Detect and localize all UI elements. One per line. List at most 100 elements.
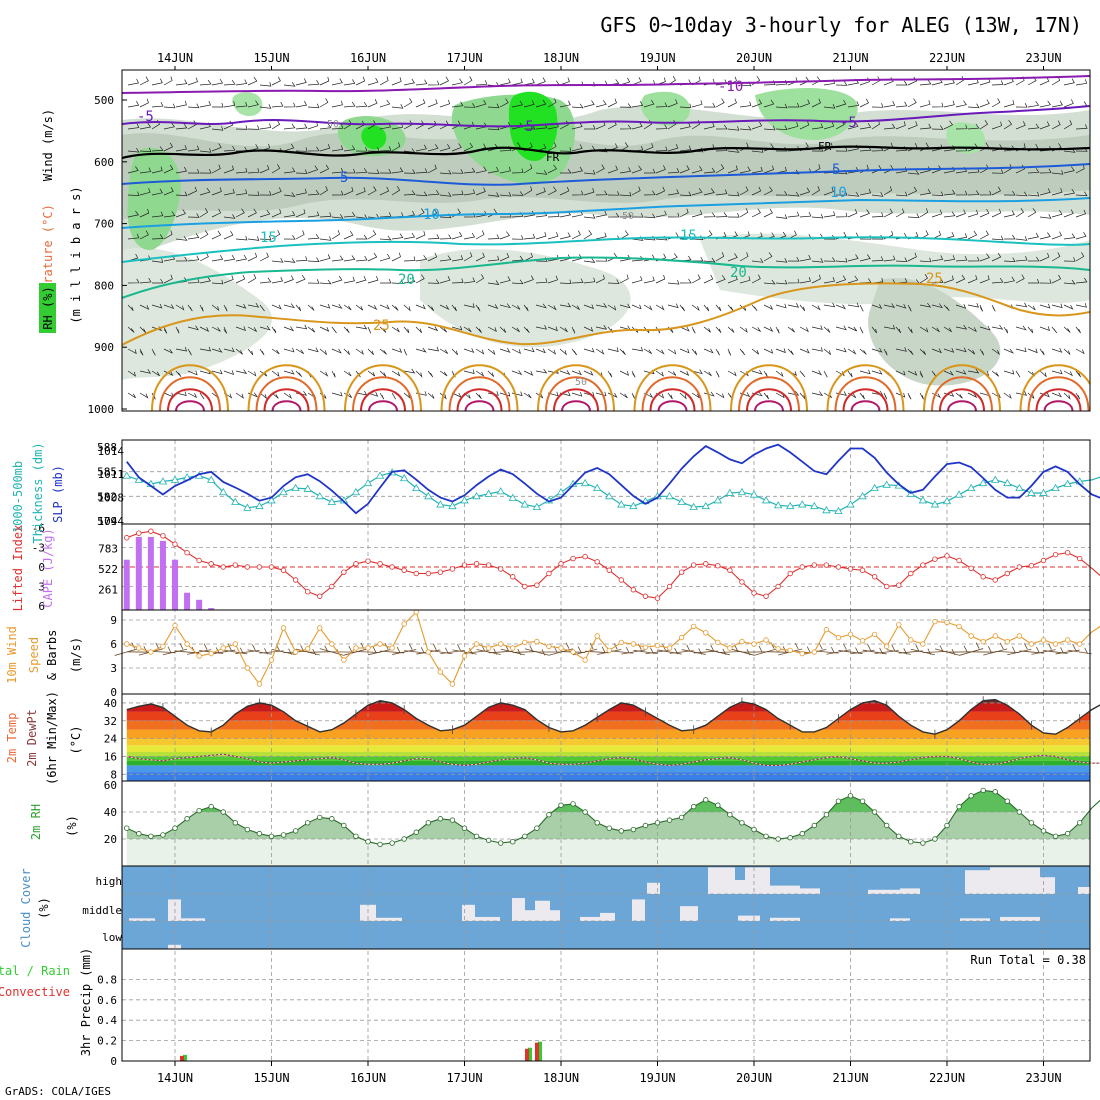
wind-speed-point xyxy=(473,641,480,647)
ua-wind-barb xyxy=(271,101,284,108)
ua-wind-barb xyxy=(595,100,607,108)
ua-wind-barb xyxy=(835,304,846,310)
ua-wind-barb xyxy=(319,279,332,285)
ua-wind-barb xyxy=(187,120,197,130)
warm-isotherm-bubble xyxy=(746,388,792,411)
ua-wind-barb xyxy=(223,214,236,219)
ua-wind-barb xyxy=(427,392,435,399)
cloud-block xyxy=(580,916,600,921)
wind-speed-point xyxy=(835,634,842,641)
ua-wind-barb xyxy=(439,234,452,240)
ua-wind-barb xyxy=(607,304,617,311)
ua-wind-barb xyxy=(751,99,763,108)
wind-speed-point xyxy=(956,623,962,630)
ua-wind-barb xyxy=(799,211,812,218)
ua-wind-barb xyxy=(799,254,812,262)
ua-wind-barb xyxy=(127,210,140,218)
rh-2m-point xyxy=(678,814,685,821)
ua-wind-barb xyxy=(355,147,368,152)
ua-wind-barb xyxy=(1039,348,1045,356)
ua-wind-barb xyxy=(487,370,495,377)
ua-wind-barb xyxy=(943,231,955,240)
ua-wind-barb xyxy=(763,279,776,285)
ua-wind-barb xyxy=(199,79,212,86)
ua-wind-barb xyxy=(835,99,847,108)
ua-wind-barb xyxy=(1039,100,1051,108)
ua-wind-barb xyxy=(1003,257,1016,262)
thickness-point xyxy=(279,487,288,496)
ua-wind-barb xyxy=(403,368,416,374)
rh-2m-point xyxy=(751,826,757,833)
rh2m-label-1: 2m RH xyxy=(29,804,43,840)
ua-wind-barb xyxy=(799,326,809,333)
ua-wind-barb xyxy=(175,370,182,378)
ua-wind-barb xyxy=(319,370,329,377)
ua-wind-barb xyxy=(391,326,400,333)
wind-tick-label: 3 xyxy=(110,662,117,675)
ua-wind-barb xyxy=(331,230,340,240)
ua-wind-barb xyxy=(199,148,212,153)
ua-wind-barb xyxy=(331,275,343,284)
ua-wind-barb xyxy=(907,143,918,152)
top-date-label: 15JUN xyxy=(253,51,289,65)
wind-speed-point xyxy=(968,633,974,639)
ua-wind-barb xyxy=(247,236,260,241)
ua-wind-barb xyxy=(979,230,989,240)
ua-wind-barb xyxy=(175,256,188,262)
ua-wind-barb xyxy=(175,346,188,352)
wind10-label-3: & Barbs xyxy=(45,630,59,681)
ua-wind-barb xyxy=(1028,278,1040,284)
ua-wind-barb xyxy=(127,147,140,153)
cloud-block xyxy=(1020,867,1040,894)
cloud-block xyxy=(129,918,155,921)
ua-wind-barb xyxy=(559,348,567,356)
wind-barb-10m xyxy=(850,643,875,655)
ua-wind-barb xyxy=(703,167,716,174)
rh-2m-point xyxy=(461,825,468,831)
wind-speed-point xyxy=(244,665,251,671)
ua-wind-barb xyxy=(139,122,152,130)
ua-wind-barb xyxy=(319,98,329,108)
ua-wind-barb xyxy=(403,169,416,174)
ua-wind-barb xyxy=(967,78,979,86)
ua-wind-barb xyxy=(1051,188,1063,196)
wind-speed-point xyxy=(304,646,311,652)
ua-wind-barb xyxy=(379,326,387,333)
ua-wind-barb xyxy=(487,326,497,333)
wind-barb-10m xyxy=(995,646,1020,654)
ua-wind-barb xyxy=(943,100,955,108)
ua-wind-barb xyxy=(271,258,284,263)
ua-wind-barb xyxy=(787,390,800,396)
ua-wind-barb xyxy=(763,165,774,174)
ua-wind-barb xyxy=(511,326,520,333)
ua-wind-barb xyxy=(691,274,701,284)
ua-wind-barb xyxy=(847,326,858,332)
ua-wind-barb xyxy=(895,326,902,334)
rh-2m-point xyxy=(896,833,902,839)
ua-wind-barb xyxy=(1015,370,1021,378)
rh-legend-swatch xyxy=(39,283,56,333)
thickness-point xyxy=(363,478,373,487)
temp-color-bands xyxy=(126,699,1090,781)
ua-wind-barb xyxy=(307,146,320,152)
thickness-point xyxy=(737,487,747,496)
ua-wind-barb xyxy=(883,324,895,330)
wind-barb-10m xyxy=(886,648,911,655)
ua-wind-barb xyxy=(775,166,787,174)
ua-wind-barb xyxy=(775,191,788,196)
ua-wind-barb xyxy=(847,302,860,308)
ua-wind-barb xyxy=(727,148,740,153)
ua-wind-barb xyxy=(1003,210,1015,218)
wind-barb-10m xyxy=(1007,643,1032,656)
ua-wind-barb xyxy=(355,275,367,284)
ua-wind-barb xyxy=(1027,101,1040,108)
lifted-index-point xyxy=(1076,555,1083,562)
wind-speed-point xyxy=(727,645,733,651)
ua-wind-barb xyxy=(715,304,722,312)
ua-wind-barb xyxy=(667,303,679,309)
ua-wind-barb xyxy=(907,121,918,130)
ua-wind-barb xyxy=(691,369,703,375)
ua-wind-barb xyxy=(283,143,295,152)
ua-wind-barb xyxy=(907,76,918,86)
thickness-point xyxy=(399,473,409,482)
